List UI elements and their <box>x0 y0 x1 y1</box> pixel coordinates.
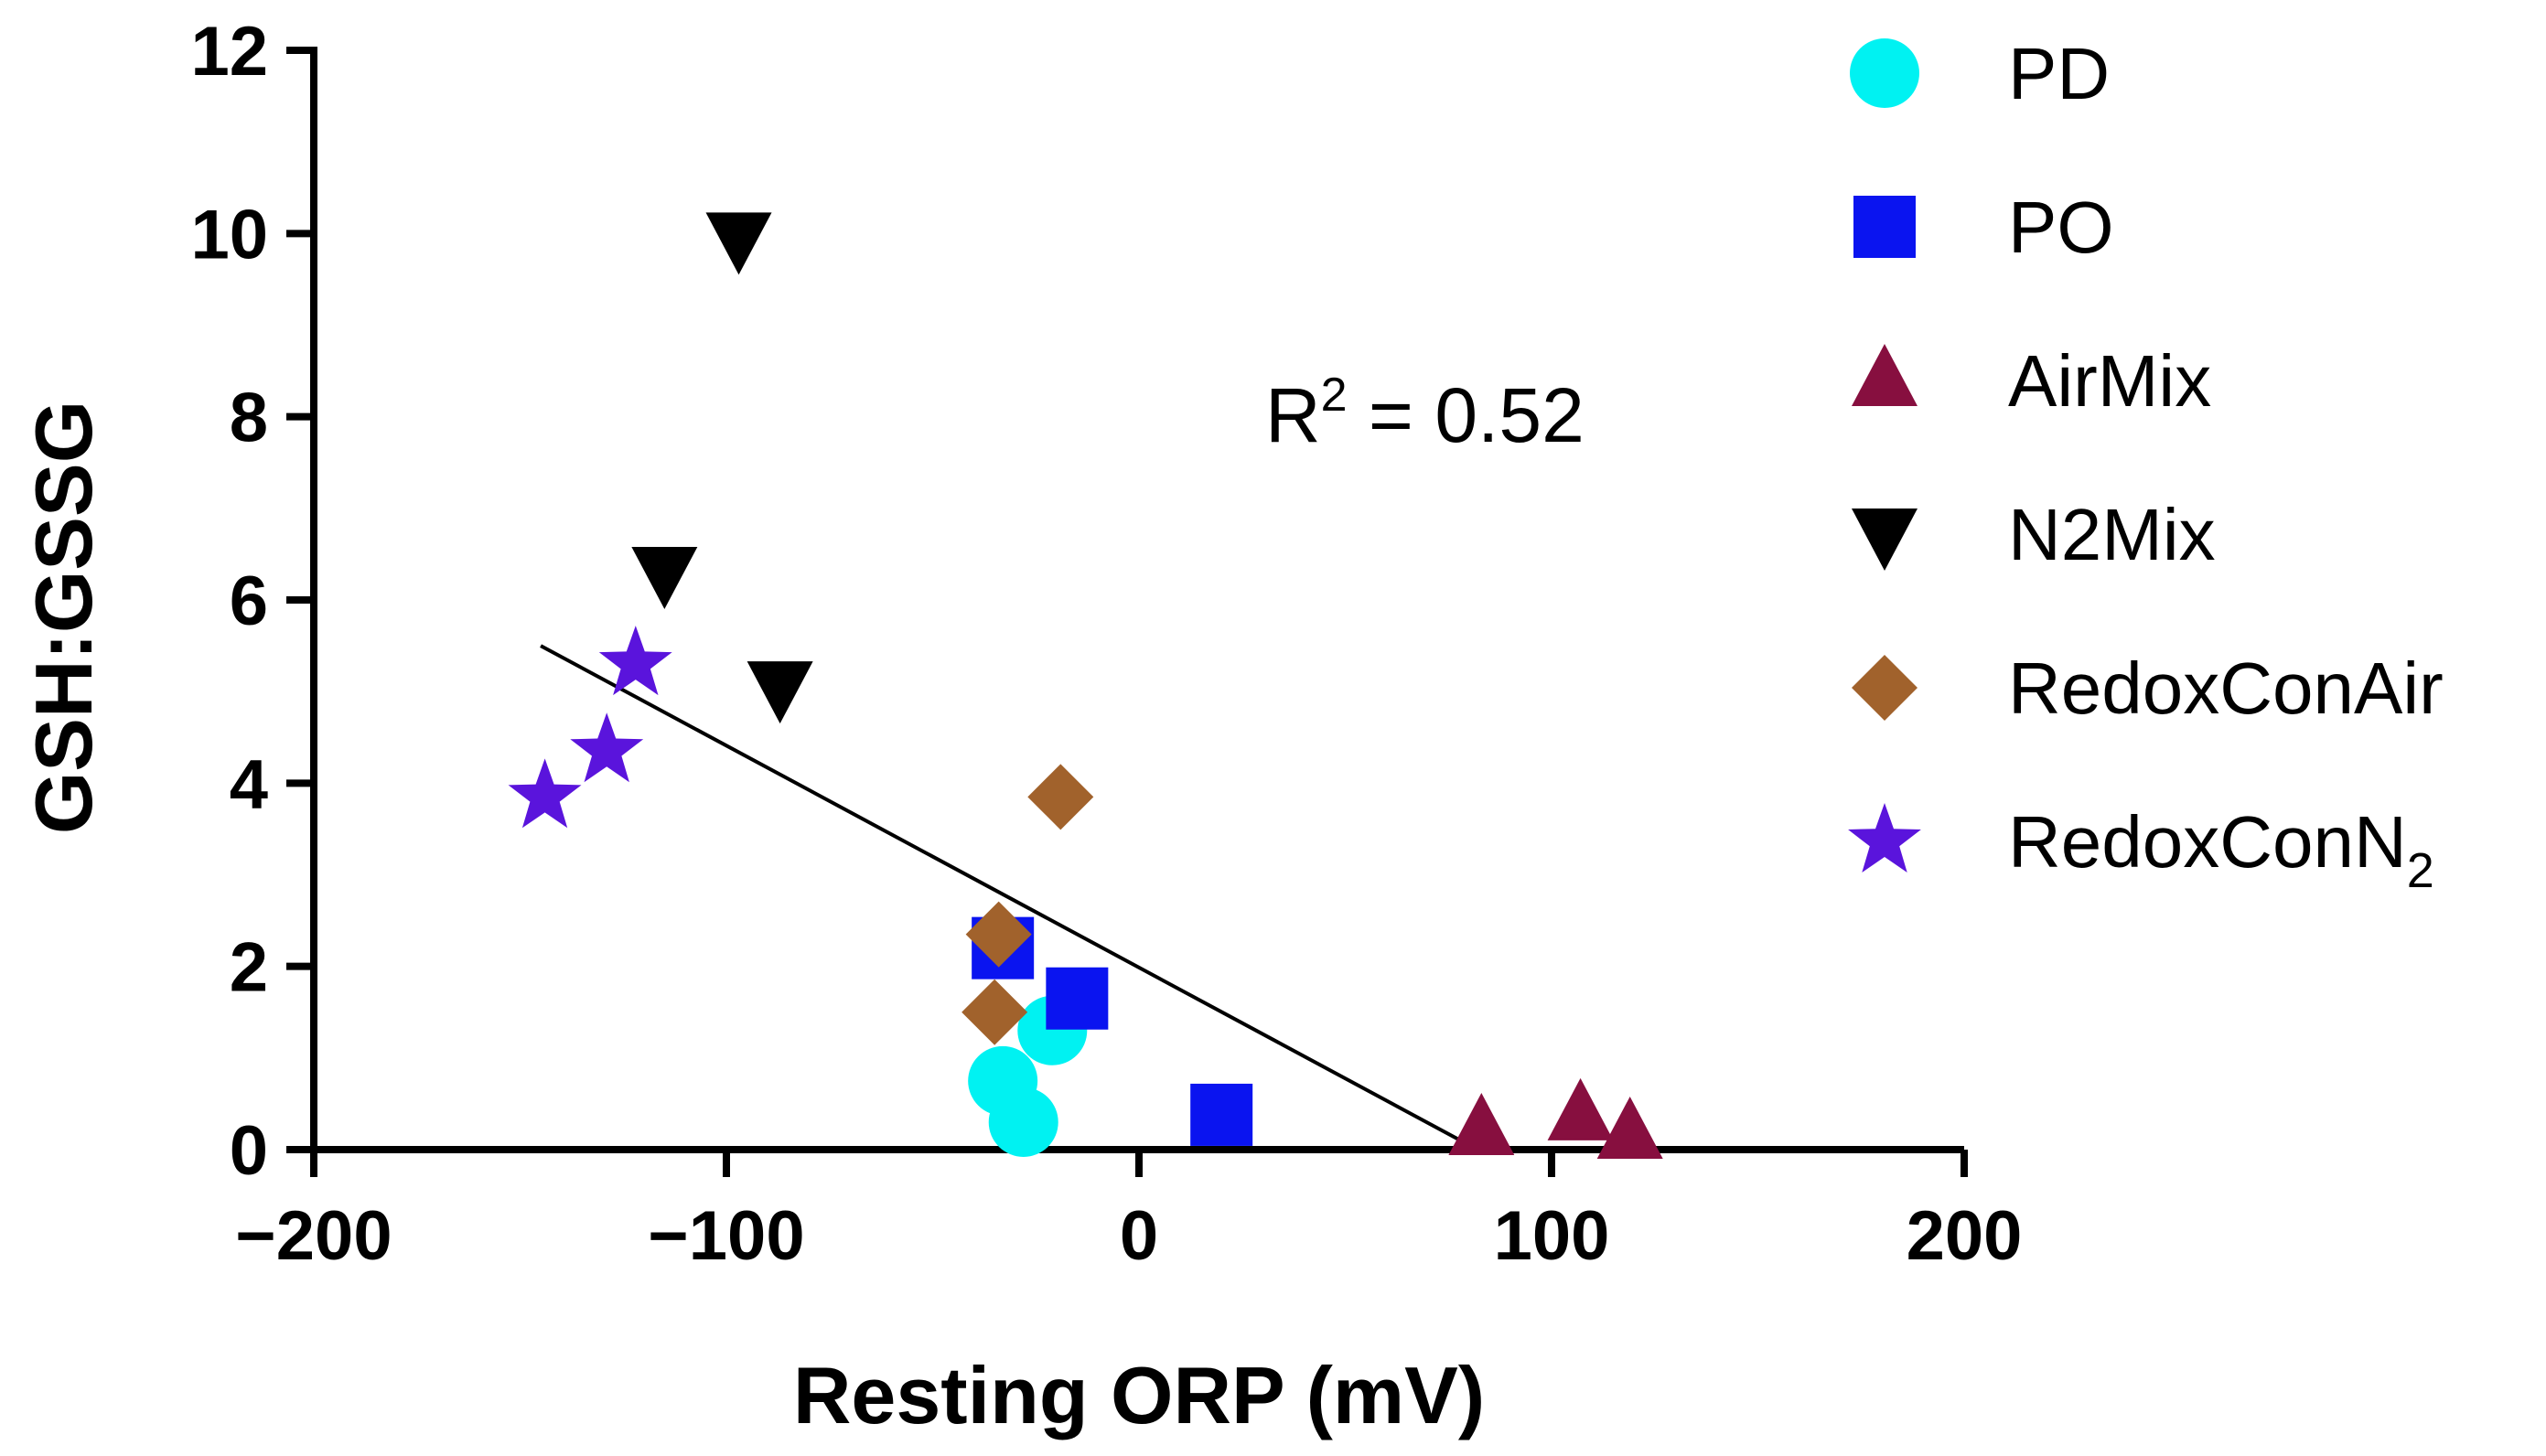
data-point-n2mix <box>747 661 813 724</box>
legend-item-redoxconair: RedoxConAir <box>1852 648 2444 729</box>
x-tick-label: −200 <box>235 1197 392 1275</box>
data-point-airmix <box>1448 1092 1515 1155</box>
y-tick-label: 0 <box>230 1112 268 1190</box>
data-point-redoxconn2 <box>598 626 672 696</box>
legend-item-pd: PD <box>1850 33 2110 114</box>
fit-line-group <box>540 644 1470 1147</box>
legend-marker-redoxconair <box>1852 655 1918 721</box>
series-n2mix <box>631 212 813 724</box>
y-tick-label: 4 <box>230 745 268 823</box>
data-points <box>508 212 1663 1159</box>
y-tick-label: 6 <box>230 562 268 640</box>
data-point-n2mix <box>705 212 772 275</box>
x-tick-label: 200 <box>1907 1197 2023 1275</box>
legend-label-n2mix: N2Mix <box>2008 494 2216 575</box>
x-axis-title: Resting ORP (mV) <box>793 1350 1485 1440</box>
legend-label-airmix: AirMix <box>2008 340 2211 422</box>
legend-marker-po <box>1853 196 1916 258</box>
y-axis-title: GSH:GSSG <box>18 401 109 834</box>
y-tick-label: 10 <box>190 196 268 273</box>
data-point-redoxconair <box>1027 764 1094 830</box>
r-squared-annotation: R2 = 0.52 <box>1265 369 1585 458</box>
legend-marker-airmix <box>1852 344 1918 406</box>
data-point-po <box>1046 967 1109 1030</box>
x-tick-label: 100 <box>1494 1197 1610 1275</box>
y-tick-label: 2 <box>230 929 268 1007</box>
legend-marker-redoxconn2 <box>1848 803 1921 873</box>
y-tick-label: 12 <box>190 13 268 91</box>
r-squared-value: = 0.52 <box>1348 372 1585 458</box>
data-point-po <box>1190 1083 1253 1146</box>
data-point-pd <box>988 1087 1058 1157</box>
legend-label-redoxconair: RedoxConAir <box>2008 648 2444 729</box>
x-tick-label: −100 <box>648 1197 804 1275</box>
legend-item-redoxconn2: RedoxConN2 <box>1848 801 2434 898</box>
r-squared-label: R <box>1265 372 1321 458</box>
regression-line <box>540 644 1470 1147</box>
legend-item-po: PO <box>1853 187 2114 268</box>
data-point-redoxconair <box>961 979 1028 1045</box>
y-tick-label: 8 <box>230 380 268 457</box>
legend-label-pd: PD <box>2008 33 2110 114</box>
legend-label-base: RedoxConN <box>2008 801 2407 883</box>
legend-marker-pd <box>1850 38 1919 108</box>
data-point-airmix <box>1547 1077 1614 1140</box>
data-point-airmix <box>1596 1096 1663 1159</box>
legend-label-subscript: 2 <box>2407 843 2434 898</box>
legend-item-n2mix: N2Mix <box>1852 494 2216 575</box>
legend-marker-n2mix <box>1852 509 1918 571</box>
axes: 0 2 4 6 8 10 12 −200 −100 0 100 200 <box>190 13 2022 1275</box>
data-point-redoxconn2 <box>570 712 644 783</box>
x-tick-label: 0 <box>1120 1197 1158 1275</box>
legend-label-redoxconn2: RedoxConN2 <box>2008 801 2434 898</box>
r-squared-superscript: 2 <box>1321 369 1348 422</box>
series-pd <box>968 995 1088 1157</box>
data-point-redoxconair <box>965 901 1032 968</box>
series-airmix <box>1448 1077 1663 1159</box>
legend: PD PO AirMix N2Mix RedoxConAir RedoxConN2 <box>1848 33 2444 898</box>
legend-item-airmix: AirMix <box>1852 340 2211 422</box>
series-redoxconair <box>961 764 1094 1045</box>
data-point-n2mix <box>631 546 698 609</box>
data-point-redoxconn2 <box>508 758 582 829</box>
series-redoxconn2 <box>508 626 672 829</box>
legend-label-po: PO <box>2008 187 2114 268</box>
